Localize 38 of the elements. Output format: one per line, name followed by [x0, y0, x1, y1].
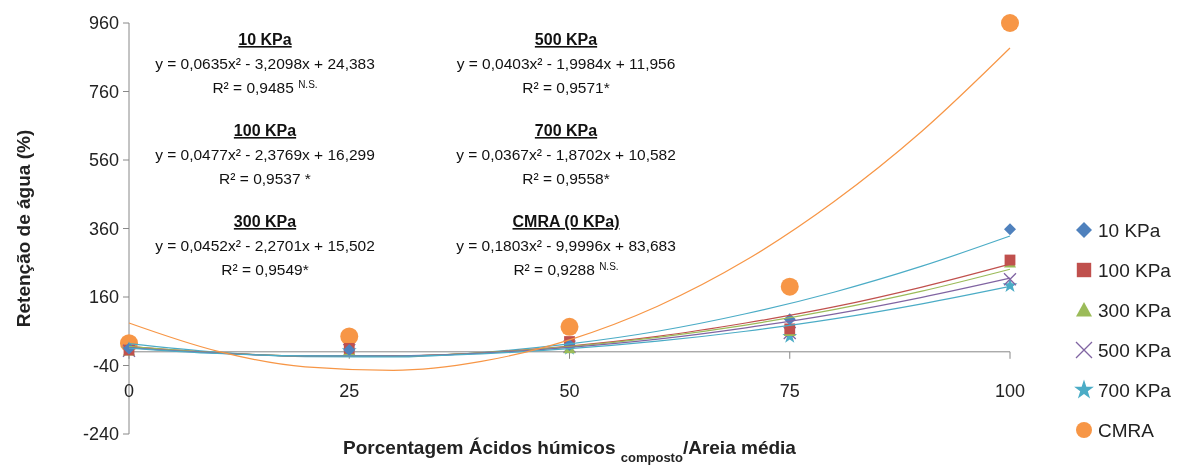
x-tick-label: 0: [123, 380, 135, 401]
y-tick-label: 560: [88, 150, 119, 171]
x-tick-label: 25: [339, 380, 360, 401]
legend-label: 500 KPa: [1098, 339, 1172, 361]
y-tick-label: 960: [88, 13, 119, 34]
annotation: R² = 0,9549*: [221, 261, 309, 278]
y-tick-label: -240: [82, 424, 119, 445]
annotation: y = 0,0367x² - 1,8702x + 10,582: [456, 146, 676, 163]
annotation: 500 KPa: [534, 31, 598, 48]
annotation: y = 0,0452x² - 2,2701x + 15,502: [155, 237, 375, 254]
legend-label: 100 KPa: [1098, 259, 1172, 281]
x-axis-title: Porcentagem Ácidos húmicos $_{composto}$/Areia média: [343, 437, 797, 465]
legend-label: 700 KPa: [1098, 379, 1172, 401]
annotation: 10 KPa: [238, 31, 292, 48]
annotation: y = 0,0477x² - 2,3769x + 16,299: [155, 146, 375, 163]
y-tick-label: 760: [88, 81, 119, 102]
annotation: y = 0,0635x² - 3,2098x + 24,383: [155, 55, 375, 72]
annotation: 100 KPa: [233, 122, 297, 139]
y-tick-label: 160: [88, 287, 119, 308]
legend-label: 10 KPa: [1098, 219, 1161, 241]
annotation: R² = 0,9558*: [522, 170, 610, 187]
annotation: R² = 0,9537 *: [219, 170, 311, 187]
legend-label: 300 KPa: [1098, 299, 1172, 321]
annotation: y = 0,1803x² - 9,9996x + 83,683: [456, 237, 676, 254]
y-tick-label: 360: [88, 218, 119, 239]
annotation: 300 KPa: [233, 213, 297, 230]
x-tick-label: 50: [559, 380, 580, 401]
x-tick-label: 100: [994, 380, 1026, 401]
y-tick-label: -40: [92, 355, 119, 376]
x-tick-label: 75: [779, 380, 800, 401]
y-axis-title: Retenção de água (%): [13, 129, 34, 328]
annotation: R² = 0,9288 $^{N.S.}$: [513, 260, 619, 278]
legend-label: CMRA: [1098, 419, 1155, 441]
annotation: CMRA (0 KPa): [512, 213, 620, 230]
annotation: y = 0,0403x² - 1,9984x + 11,956: [456, 55, 676, 72]
annotation: R² = 0,9485 $^{N.S.}$: [212, 78, 318, 96]
annotation: R² = 0,9571*: [522, 79, 610, 96]
annotation: 700 KPa: [534, 122, 598, 139]
